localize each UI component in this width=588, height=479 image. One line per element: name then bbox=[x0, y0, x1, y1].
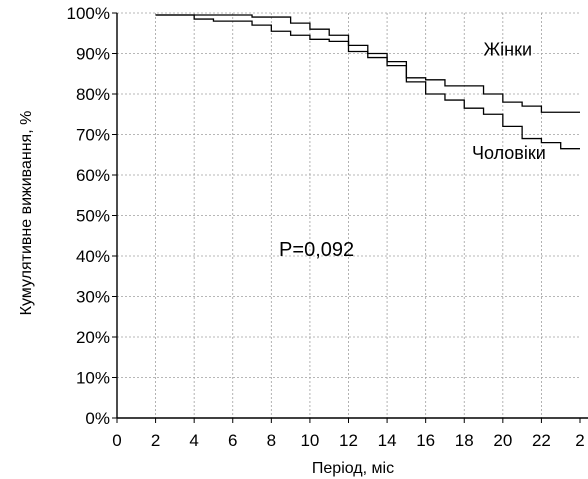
series-line-men bbox=[155, 14, 580, 150]
y-tick-label: 10% bbox=[76, 369, 110, 388]
y-tick-label: 80% bbox=[76, 85, 110, 104]
x-tick-label: 2 bbox=[151, 431, 160, 450]
axes bbox=[112, 12, 588, 423]
y-tick-label: 50% bbox=[76, 207, 110, 226]
series-label: Чоловіки bbox=[472, 143, 546, 163]
x-tick-label: 18 bbox=[455, 431, 474, 450]
tick-labels: 0 2 4 6 8 10 12 14 16 18 20 22 20%10%20%30%40%50%60%… bbox=[67, 4, 585, 450]
x-tick-label: 14 bbox=[378, 431, 397, 450]
x-tick-label: 10 bbox=[300, 431, 319, 450]
x-tick-label: 8 bbox=[267, 431, 276, 450]
x-tick-label: 0 bbox=[112, 431, 121, 450]
x-tick-label: 6 bbox=[228, 431, 237, 450]
y-tick-label: 100% bbox=[67, 4, 110, 23]
x-tick-label: 22 bbox=[532, 431, 551, 450]
annotations: Жінки Чоловіки P=0,092 bbox=[279, 40, 546, 261]
y-tick-label: 40% bbox=[76, 247, 110, 266]
y-tick-label: 90% bbox=[76, 45, 110, 64]
p-value-label: P=0,092 bbox=[279, 239, 354, 261]
y-tick-label: 0% bbox=[85, 409, 110, 428]
x-tick-label: 4 bbox=[189, 431, 198, 450]
series-label: Жінки bbox=[484, 40, 532, 60]
x-tick-label: 16 bbox=[416, 431, 435, 450]
x-tick-label: 20 bbox=[493, 431, 512, 450]
x-tick-label: 12 bbox=[339, 431, 358, 450]
x-axis-title: Період, міс bbox=[312, 460, 394, 477]
y-tick-label: 60% bbox=[76, 166, 110, 185]
grid bbox=[117, 12, 580, 418]
y-tick-label: 70% bbox=[76, 126, 110, 145]
series-line-women bbox=[155, 14, 580, 113]
y-axis-title: Кумулятивне виживання, % bbox=[18, 111, 35, 316]
series-lines bbox=[155, 14, 580, 150]
x-tick-label: 2 bbox=[575, 431, 584, 450]
y-tick-label: 30% bbox=[76, 288, 110, 307]
y-tick-label: 20% bbox=[76, 328, 110, 347]
